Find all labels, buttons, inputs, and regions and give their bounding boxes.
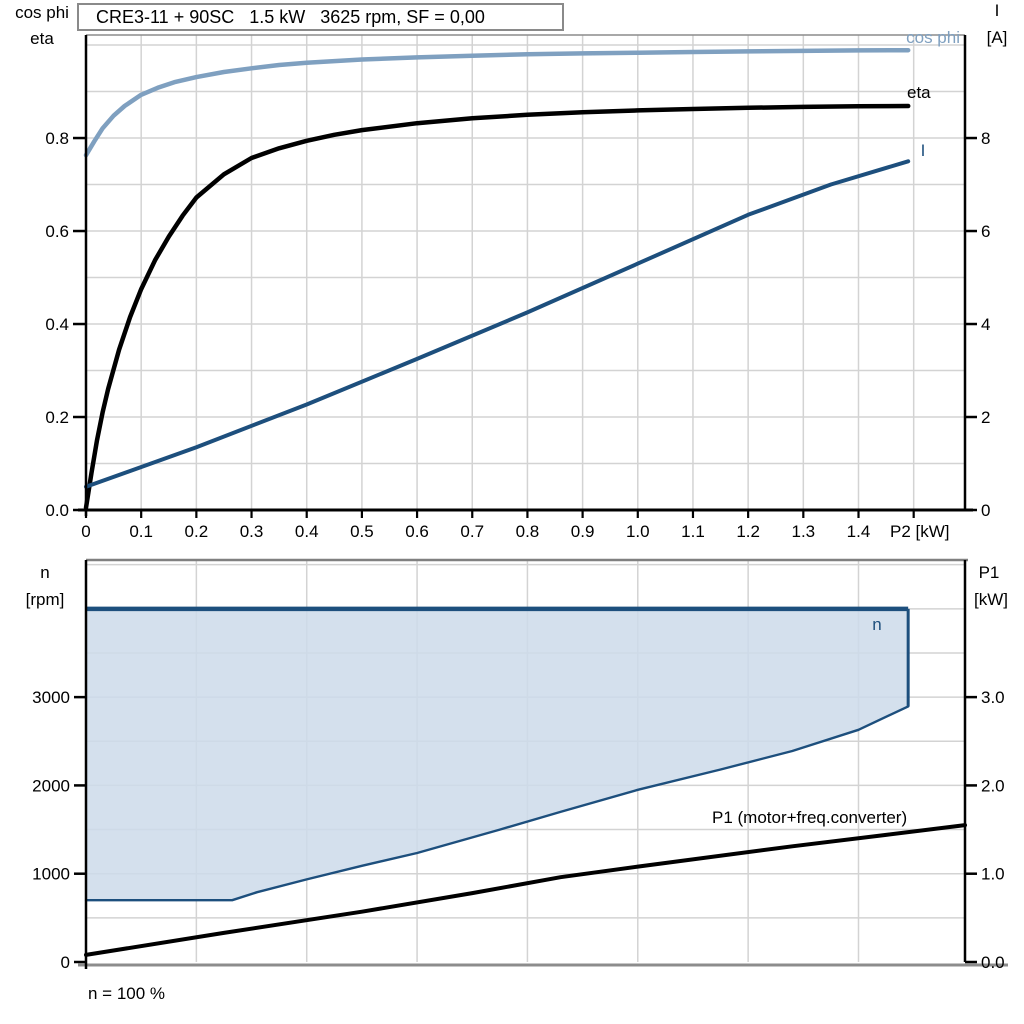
y-right-title: [kW] bbox=[974, 590, 1008, 609]
x-axis-title: P2 [kW] bbox=[890, 522, 950, 541]
tick-label: 0.6 bbox=[45, 222, 69, 241]
chart-title: CRE3-11 + 90SC 1.5 kW 3625 rpm, SF = 0,0… bbox=[96, 6, 485, 27]
y-left-title: cos phi bbox=[15, 3, 69, 22]
tick-label: 0 bbox=[61, 953, 70, 972]
tick-label: 0.3 bbox=[240, 522, 264, 541]
chart-title-box: CRE3-11 + 90SC 1.5 kW 3625 rpm, SF = 0,0… bbox=[77, 3, 564, 31]
motor-curves-chart: 0.0 0.2 0.4 0.6 0.8 0 2 4 6 8 0 0.1 0.2 0.3 0.4 0.5 0.6 0… bbox=[15, 1, 1008, 541]
y-right-title: I bbox=[995, 1, 1000, 20]
curve-eta bbox=[83, 103, 911, 510]
tick-label: 0.7 bbox=[460, 522, 484, 541]
curve-label-eta: eta bbox=[907, 83, 931, 102]
speed-envelope-chart: 0 1000 2000 3000 0.0 1.0 2.0 3.0 n [rpm] P1 [kW] n P1… bbox=[26, 558, 1008, 1003]
tick-label: 8 bbox=[981, 129, 990, 148]
curve-cos-phi bbox=[83, 47, 911, 158]
tick-label: 0.0 bbox=[981, 953, 1005, 972]
tick-label: 1.2 bbox=[736, 522, 760, 541]
tick-label: 1.0 bbox=[981, 865, 1005, 884]
tick-label: 1.1 bbox=[681, 522, 705, 541]
tick-label: 2.0 bbox=[981, 776, 1005, 795]
tick-label: 1.4 bbox=[847, 522, 871, 541]
curve-label-n: n bbox=[872, 615, 881, 634]
tick-label: 0.0 bbox=[45, 501, 69, 520]
curve-label-p1: P1 (motor+freq.converter) bbox=[712, 808, 907, 827]
curve-label-i: I bbox=[921, 141, 926, 160]
tick-label: 0.8 bbox=[45, 129, 69, 148]
tick-label: 3.0 bbox=[981, 688, 1005, 707]
tick-label: 0.8 bbox=[516, 522, 540, 541]
tick-label: 0.6 bbox=[405, 522, 429, 541]
tick-label: 0.4 bbox=[295, 522, 319, 541]
y-left-title: [rpm] bbox=[26, 590, 65, 609]
curve-i bbox=[84, 159, 911, 489]
tick-label: 1.3 bbox=[792, 522, 816, 541]
y-right-title: P1 bbox=[979, 563, 1000, 582]
curve-p1 bbox=[84, 823, 967, 957]
tick-label: 4 bbox=[981, 315, 990, 334]
tick-label: 2 bbox=[981, 408, 990, 427]
y-left-title: eta bbox=[30, 29, 54, 48]
tick-label: 3000 bbox=[32, 688, 70, 707]
tick-label: 0.5 bbox=[350, 522, 374, 541]
y-right-title: [A] bbox=[987, 28, 1008, 47]
tick-label: 0.1 bbox=[129, 522, 153, 541]
tick-label: 0 bbox=[981, 501, 990, 520]
tick-label: 6 bbox=[981, 222, 990, 241]
footnote: n = 100 % bbox=[88, 984, 165, 1003]
envelope-lower-boundary bbox=[84, 705, 910, 902]
tick-label: 0.2 bbox=[45, 408, 69, 427]
tick-label: 2000 bbox=[32, 776, 70, 795]
speed-envelope-area bbox=[86, 608, 909, 901]
tick-label: 1000 bbox=[32, 865, 70, 884]
curve-label-cos-phi: cos phi bbox=[906, 28, 960, 47]
tick-label: 0.2 bbox=[185, 522, 209, 541]
tick-label: 0.4 bbox=[45, 315, 69, 334]
y-left-title: n bbox=[40, 563, 49, 582]
tick-label: 0 bbox=[81, 522, 90, 541]
tick-label: 1.0 bbox=[626, 522, 650, 541]
tick-label: 0.9 bbox=[571, 522, 595, 541]
